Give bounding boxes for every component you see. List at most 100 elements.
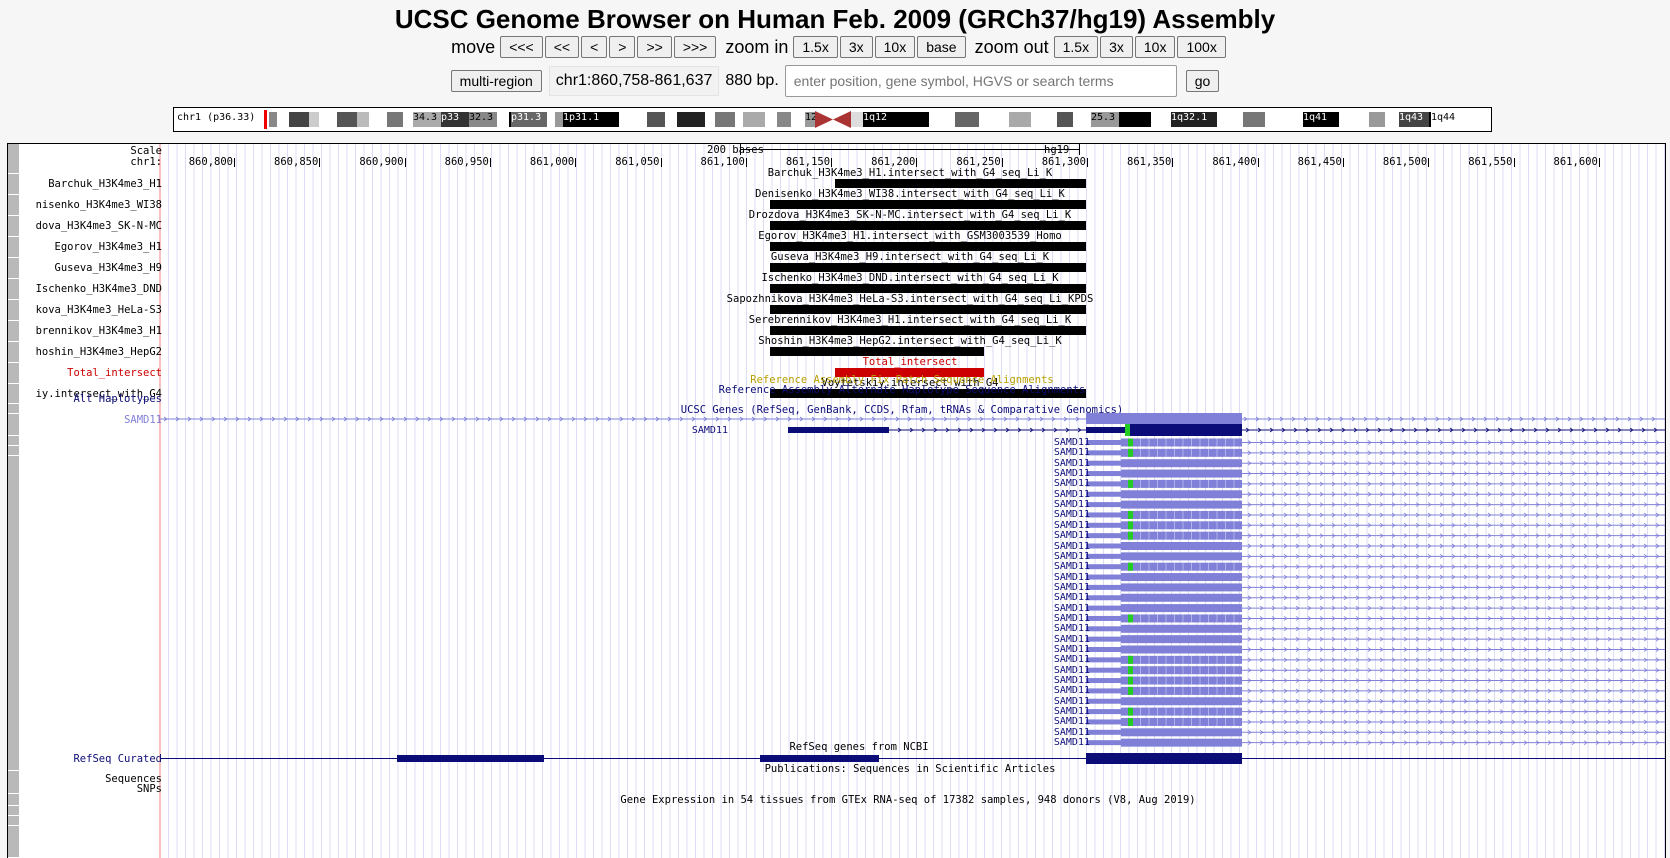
track-side-button[interactable] [8, 414, 19, 436]
zoom-out-10x-button[interactable]: 10x [1134, 36, 1176, 58]
transcript-label[interactable]: SAMD11 [1053, 550, 1090, 562]
chromosome-ideogram[interactable]: chr1 (p36.33) 34.3 p33 32.3 p31.3 1p31.1… [173, 107, 1492, 132]
strand-arrow-icon [1583, 481, 1588, 487]
transcript-label[interactable]: SAMD11 [1053, 509, 1090, 521]
track-feature-bar[interactable] [770, 305, 1086, 314]
track-label[interactable]: kova_H3K4me3_HeLa-S3 [35, 304, 162, 316]
track-label[interactable]: Ischenko_H3K4me3_DND [35, 283, 162, 295]
go-button[interactable]: go [1185, 70, 1220, 92]
transcript-label[interactable]: SAMD11 [1053, 654, 1090, 666]
sequences-side-button[interactable] [8, 806, 19, 816]
track-label[interactable]: Guseva_H3K4me3_H9 [54, 262, 162, 274]
move-far-right-button[interactable]: >>> [673, 36, 717, 58]
track-side-button[interactable] [8, 342, 19, 363]
track-side-button[interactable] [8, 384, 19, 404]
move-far-left-button[interactable]: <<< [500, 36, 543, 58]
transcript-label[interactable]: SAMD11 [1053, 675, 1090, 687]
snps-side-button[interactable] [8, 816, 19, 826]
track-feature-bar[interactable] [835, 179, 1086, 188]
zoom-out-100x-button[interactable]: 100x [1177, 36, 1226, 58]
transcript-label[interactable]: SAMD11 [1053, 457, 1090, 469]
track-side-button[interactable] [8, 237, 19, 258]
track-feature-bar[interactable] [770, 347, 984, 356]
transcript-label[interactable]: SAMD11 [1053, 602, 1090, 614]
track-side-button[interactable] [8, 279, 19, 300]
transcript-utr [1086, 471, 1121, 477]
zoom-base-button[interactable]: base [917, 36, 966, 58]
track-feature-bar[interactable] [770, 200, 1086, 209]
track-feature-bar[interactable] [770, 284, 1086, 293]
transcript-label[interactable]: SAMD11 [1053, 612, 1090, 624]
transcript-label[interactable]: SAMD11 [1053, 540, 1090, 552]
track-label[interactable]: Barchuk_H3K4me3_H1 [48, 178, 162, 190]
transcript-label[interactable]: SAMD11 [1053, 633, 1090, 645]
track-item-name: Serebrennikov_H3K4me3_H1.intersect_with_… [748, 314, 1072, 326]
zoom-out-3x-button[interactable]: 3x [1100, 36, 1133, 58]
track-side-button[interactable] [8, 436, 19, 446]
track-feature-bar[interactable] [770, 221, 1086, 230]
zoom-in-10x-button[interactable]: 10x [874, 36, 916, 58]
transcript-label[interactable]: SAMD11 [1053, 581, 1090, 593]
track-label[interactable]: dova_H3K4me3_SK-N-MC [35, 220, 162, 232]
transcript-label[interactable]: SAMD11 [1053, 726, 1090, 738]
refseq-exon[interactable] [760, 755, 879, 762]
track-feature-bar[interactable] [770, 326, 1086, 335]
track-feature-bar[interactable] [835, 368, 984, 377]
transcript-label[interactable]: SAMD11 [1053, 571, 1090, 583]
zoom-in-3x-button[interactable]: 3x [839, 36, 873, 58]
track-label[interactable]: nisenko_H3K4me3_WI38 [35, 199, 162, 211]
transcript-label[interactable]: SAMD11 [1053, 447, 1090, 459]
track-side-button[interactable] [8, 174, 19, 195]
ruler-side-button[interactable] [8, 144, 19, 174]
transcript-label[interactable]: SAMD11 [1053, 664, 1090, 676]
transcript-label[interactable]: SAMD11 [1053, 519, 1090, 531]
track-side-button[interactable] [8, 300, 19, 321]
move-step-right-button[interactable]: > [609, 36, 636, 58]
refseq-exon[interactable] [397, 755, 544, 762]
track-feature-bar[interactable] [770, 389, 1086, 398]
track-label[interactable]: Egorov_H3K4me3_H1 [54, 241, 162, 253]
transcript-label[interactable]: SAMD11 [1053, 623, 1090, 635]
transcript-label[interactable]: SAMD11 [1053, 644, 1090, 655]
move-right-button[interactable]: >> [637, 36, 672, 58]
publications-side-button[interactable] [8, 794, 19, 806]
track-side-button[interactable] [8, 446, 19, 456]
track-label[interactable]: brennikov_H3K4me3_H1 [35, 325, 162, 337]
transcript-label[interactable]: SAMD11 [1053, 468, 1090, 480]
transcript-label[interactable]: SAMD11 [1053, 478, 1090, 490]
transcript-utr [1086, 678, 1121, 684]
genome-browser-image[interactable]: Scale chr1: 200 bases hg19 860,800 860,85… [7, 143, 1666, 858]
track-feature-bar[interactable] [770, 242, 1086, 251]
transcript-label[interactable]: SAMD11 [1053, 695, 1090, 707]
track-side-button[interactable] [8, 404, 19, 414]
transcript-label[interactable]: SAMD11 [1053, 530, 1090, 542]
track-side-button[interactable] [8, 216, 19, 237]
transcript-label[interactable]: SAMD11 [1053, 488, 1090, 500]
track-side-button[interactable] [8, 363, 19, 384]
transcript-label[interactable]: SAMD11 [1053, 561, 1090, 573]
zoom-in-1-5x-button[interactable]: 1.5x [793, 36, 838, 58]
search-input[interactable] [784, 65, 1177, 97]
refseq-side-button[interactable] [8, 771, 19, 794]
transcript-label[interactable]: SAMD11 [1053, 437, 1090, 448]
track-feature-bar[interactable] [770, 263, 1086, 272]
transcript-label[interactable]: SAMD11 [1053, 592, 1090, 604]
zoom-out-1-5x-button[interactable]: 1.5x [1053, 36, 1099, 58]
multi-region-button[interactable]: multi-region [450, 70, 542, 92]
track-side-button[interactable] [8, 321, 19, 342]
ucsc-genes-track[interactable] [8, 144, 1665, 858]
track-label[interactable]: Total_intersect [67, 367, 162, 379]
track-label[interactable]: iy.intersect_with_G4 [35, 388, 162, 400]
track-side-button[interactable] [8, 195, 19, 216]
transcript-label[interactable]: SAMD11 [1053, 716, 1090, 728]
transcript-label[interactable]: SAMD11 [1053, 737, 1090, 749]
ucsc-genes-side-button[interactable] [8, 456, 19, 771]
transcript-label[interactable]: SAMD11 [1053, 499, 1090, 511]
track-label[interactable]: hoshin_H3K4me3_HepG2 [35, 346, 162, 358]
move-left-button[interactable]: << [544, 36, 580, 58]
track-side-button[interactable] [8, 258, 19, 279]
refseq-exon[interactable] [1086, 753, 1242, 764]
move-step-left-button[interactable]: < [581, 36, 608, 58]
transcript-label[interactable]: SAMD11 [1053, 685, 1090, 697]
transcript-label[interactable]: SAMD11 [1053, 706, 1090, 718]
